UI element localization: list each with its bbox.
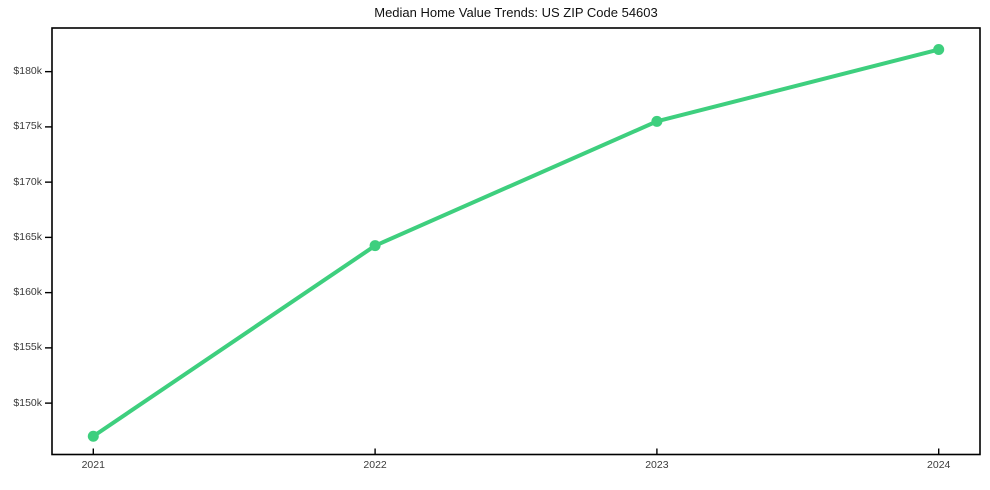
y-tick-label: $170k [13,175,42,188]
data-point-2022 [369,240,381,252]
y-tick-label: $155k [13,341,42,354]
data-point-2021 [87,430,99,442]
x-tick-label: 2023 [645,459,669,471]
x-tick-label: 2022 [363,459,387,471]
trend-line [91,47,941,439]
y-tick-label: $150k [13,396,42,409]
x-tick-label: 2021 [81,459,105,471]
chart-title: Median Home Value Trends: US ZIP Code 54… [374,5,658,20]
plot-frame [51,27,981,456]
y-tick-label: $165k [13,230,42,243]
x-tick-label: 2024 [927,459,951,471]
data-point-2024 [933,44,945,56]
data-point-2023 [651,115,663,127]
y-tick-label: $160k [13,286,42,299]
y-tick-label: $180k [13,65,42,78]
y-tick-label: $175k [13,120,42,133]
